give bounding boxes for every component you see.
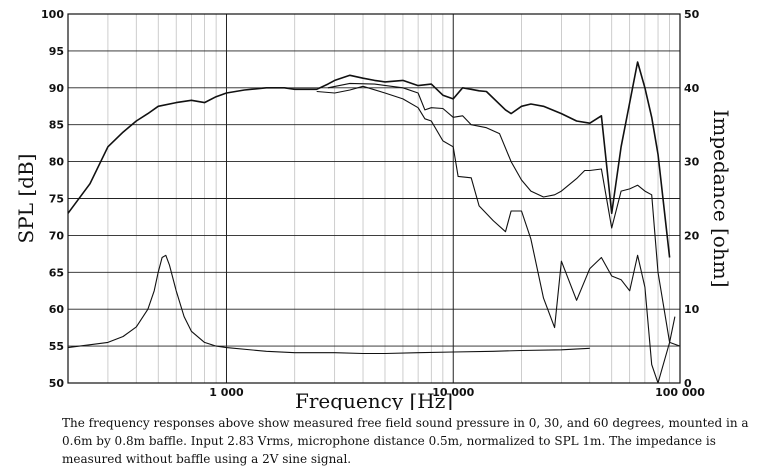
- x-axis-title: Frequency [Hz]: [295, 389, 453, 410]
- y-tick-label: 65: [49, 266, 64, 279]
- y-tick-label: 50: [49, 377, 65, 390]
- y-tick-label: 75: [49, 193, 64, 206]
- y-tick-label: 90: [49, 82, 65, 95]
- y-tick-label: 80: [49, 156, 65, 169]
- y-tick-label: 70: [49, 229, 65, 242]
- y-tick-label: 55: [49, 340, 64, 353]
- series-line-4: [67, 254, 590, 355]
- x-tick-label: 10 000: [432, 386, 474, 399]
- y-tick-label: 95: [49, 45, 64, 58]
- figure-caption: The frequency responses above show measu…: [62, 416, 749, 466]
- y2-tick-label: 20: [684, 229, 700, 242]
- grid: [68, 14, 680, 383]
- y-tick-label: 85: [49, 119, 64, 132]
- y2-tick-label: 30: [684, 156, 700, 169]
- y2-tick-label: 0: [684, 377, 692, 390]
- y2-tick-label: 40: [684, 82, 700, 95]
- series-line-1: [67, 61, 671, 258]
- series-line-2: [327, 82, 681, 347]
- y2-tick-label: 10: [684, 303, 700, 316]
- y-tick-label: 100: [41, 8, 64, 21]
- y-axis-title: SPL [dB]: [14, 154, 38, 244]
- y2-tick-label: 50: [684, 8, 700, 21]
- plot-frame: [67, 13, 681, 384]
- series-layer: [67, 61, 681, 384]
- frequency-response-chart: 50 55 60 65 70 75 80 85 90 95 100 0 10 20 30 40 50 1 000 1…: [14, 8, 733, 410]
- x-tick-label: 100 000: [655, 386, 705, 399]
- tick-labels: 50 55 60 65 70 75 80 85 90 95 100 0 10 20 30 40 50 1 000 1…: [41, 8, 705, 399]
- y2-axis-title: Impedance [ohm]: [709, 110, 733, 288]
- x-tick-label: 1 000: [209, 386, 244, 399]
- series-line-3: [316, 85, 676, 384]
- y-tick-label: 60: [49, 303, 65, 316]
